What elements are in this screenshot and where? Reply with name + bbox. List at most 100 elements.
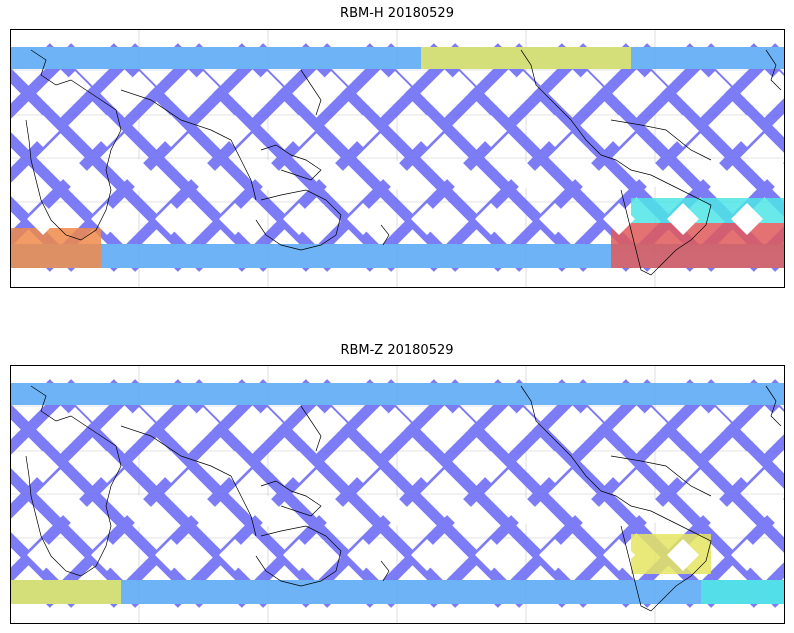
gap-diamond [763,495,784,527]
coastline [25,385,122,577]
swath-north-band [11,47,784,69]
swath-ascending [426,43,655,272]
gap-diamond [123,407,155,439]
gap-diamond [155,539,187,571]
gap-diamond [187,159,219,191]
gap-diamond [379,71,411,103]
gap-diamond [251,71,283,103]
gap-diamond [763,407,784,439]
swath-ascending [11,379,207,583]
gap-diamond [731,451,763,483]
coastlines [25,49,782,276]
gap-diamond [347,203,379,235]
gap-diamond [571,407,603,439]
gap-diamond [91,115,123,147]
gap-diamond [539,203,571,235]
gap-diamond [571,495,603,527]
gap-diamond [443,495,475,527]
gap-diamond [251,159,283,191]
gap-diamond [219,115,251,147]
gap-diamond [443,407,475,439]
gap-diamond [315,407,347,439]
gap-diamond [379,159,411,191]
gap-diamond [731,203,763,235]
hotspot-south-indian [11,228,101,268]
gap-diamond [187,71,219,103]
panel-title-rbm-h: RBM-H 20180529 [340,6,454,21]
coastline [300,405,322,452]
gap-diamond [475,203,507,235]
gap-diamond [539,539,571,571]
gap-diamond [155,203,187,235]
swath-ascending [11,379,143,519]
gap-diamond [27,539,59,571]
coastline [260,144,322,181]
gap-diamond [699,71,731,103]
gap-diamond [699,407,731,439]
coastline [765,385,782,427]
gap-diamond [59,495,91,527]
gap-diamond [283,203,315,235]
gap-diamond [59,159,91,191]
gap-diamond [283,115,315,147]
coastline [520,49,602,156]
swath-ascending [170,379,399,608]
swath-ascending [11,43,143,183]
gap-diamond [603,203,635,235]
panel-title-rbm-z: RBM-Z 20180529 [340,343,454,358]
gap-diamond [347,451,379,483]
map-panel-rbm-h [10,29,785,288]
swath-ascending [106,379,335,608]
coastline [260,480,322,517]
gap-diamond [379,407,411,439]
coastline [380,224,390,246]
gap-diamond [219,539,251,571]
swath-ascending [106,43,335,272]
gap-diamond [59,71,91,103]
gap-diamond [155,451,187,483]
gap-diamond [91,451,123,483]
gap-diamond [347,539,379,571]
hotspot-south-atlantic [701,580,784,604]
coastline [380,560,390,582]
gap-diamond [27,203,59,235]
gap-diamond [667,115,699,147]
gap-diamond [507,159,539,191]
swath-ascending [682,498,784,608]
swath-ascending [554,379,783,608]
gap-diamond [251,407,283,439]
gap-diamond [699,495,731,527]
gap-diamond [283,539,315,571]
coastline [300,69,322,116]
gap-diamond [123,71,155,103]
gap-diamond [315,159,347,191]
gap-diamond [219,203,251,235]
gap-diamond [123,495,155,527]
gap-diamond [91,203,123,235]
coastline [520,385,602,492]
coastline [120,425,257,537]
gap-diamond [219,451,251,483]
gap-diamond [635,407,667,439]
hotspot-south-indian [11,580,121,604]
swath-north-band [11,383,784,405]
map-canvas-rbm-z [11,366,784,623]
swath-south-band [11,580,784,604]
gap-diamond [411,539,443,571]
gap-diamond [731,539,763,571]
swath-ascending [234,379,463,608]
map-panel-rbm-z [10,365,785,624]
gap-diamond [763,159,784,191]
gap-diamond [411,451,443,483]
coastline [610,455,712,497]
gap-diamond [507,407,539,439]
gap-diamond [443,71,475,103]
gap-diamond [507,71,539,103]
gap-diamond [731,115,763,147]
gap-diamond [571,159,603,191]
gap-diamond [251,495,283,527]
swath-ascending [170,43,399,272]
swath-gaps [27,407,784,571]
gap-diamond [347,115,379,147]
coastline [765,49,782,91]
